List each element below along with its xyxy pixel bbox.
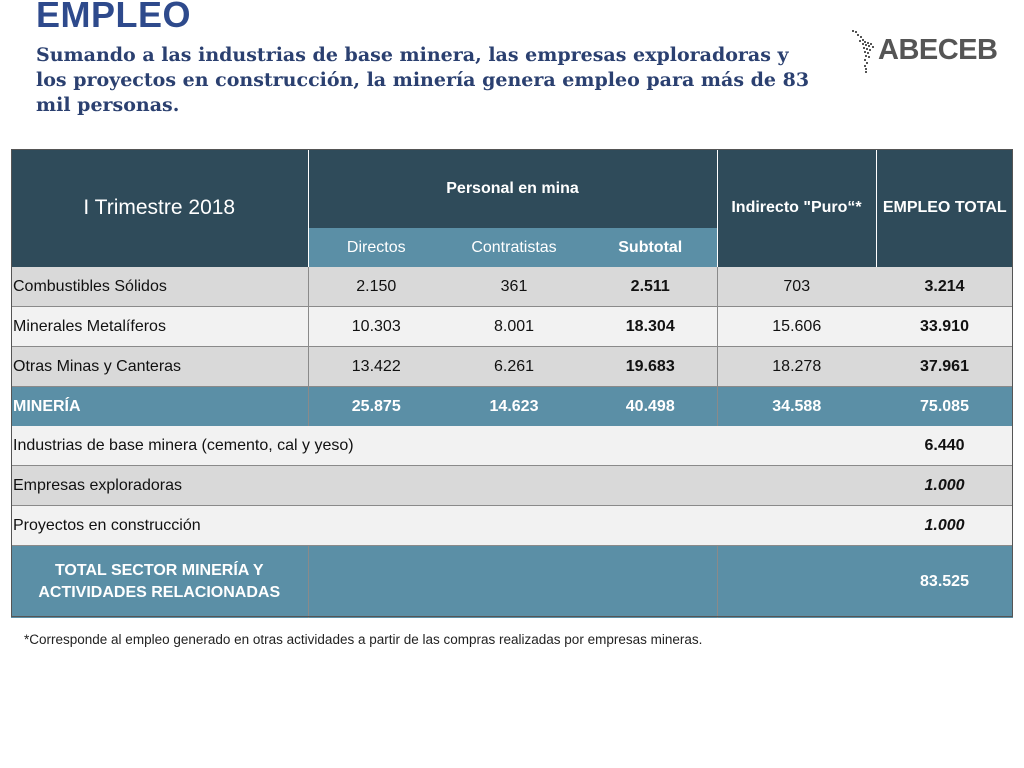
subtotal-header: Subtotal	[584, 228, 718, 267]
period-header: I Trimestre 2018	[11, 149, 309, 267]
personal-en-mina-header: Personal en mina	[308, 149, 718, 228]
indirecto-cell: 703	[717, 267, 876, 307]
total-cell: 1.000	[876, 465, 1013, 506]
row-label: Empresas exploradoras	[11, 465, 876, 506]
table-row: Industrias de base minera (cemento, cal …	[11, 426, 1013, 466]
grand-total-row: TOTAL SECTOR MINERÍA Y ACTIVIDADES RELAC…	[11, 545, 1013, 618]
contratistas-cell: 8.001	[444, 306, 584, 347]
row-label: Industrias de base minera (cemento, cal …	[11, 426, 876, 466]
row-label: Minerales Metalíferos	[11, 306, 309, 347]
directos-header: Directos	[308, 228, 444, 267]
directos-cell: 10.303	[308, 306, 444, 347]
subtotal-cell: 18.304	[584, 306, 718, 347]
contratistas-cell: 6.261	[444, 346, 584, 387]
table-row: Empresas exploradoras 1.000	[11, 465, 1013, 506]
page-subtitle: Sumando a las industrias de base minera,…	[36, 44, 810, 116]
mineria-subtotal: 40.498	[584, 386, 718, 426]
indirecto-header: Indirecto "Puro“*	[717, 149, 877, 267]
footnote: *Corresponde al empleo generado en otras…	[24, 632, 703, 647]
grand-total-value: 83.525	[876, 545, 1013, 618]
empleo-total-header: EMPLEO TOTAL	[876, 149, 1013, 267]
indirecto-cell: 15.606	[717, 306, 876, 347]
indirecto-cell: 18.278	[717, 346, 876, 387]
contratistas-cell: 361	[444, 267, 584, 307]
mineria-indirecto: 34.588	[717, 386, 876, 426]
mineria-total: 75.085	[876, 386, 1013, 426]
mineria-label: MINERÍA	[11, 386, 309, 426]
table-row: Minerales Metalíferos 10.303 8.001 18.30…	[11, 306, 1013, 347]
table-row: Combustibles Sólidos 2.150 361 2.511 703…	[11, 267, 1013, 307]
grand-total-label-line1: TOTAL SECTOR MINERÍA Y	[54, 562, 264, 579]
latin-america-map-icon	[852, 30, 874, 73]
row-label: Proyectos en construcción	[11, 505, 876, 546]
mineria-row: MINERÍA 25.875 14.623 40.498 34.588 75.0…	[11, 386, 1013, 426]
mineria-contratistas: 14.623	[444, 386, 584, 426]
contratistas-header: Contratistas	[444, 228, 584, 267]
table-row: Otras Minas y Canteras 13.422 6.261 19.6…	[11, 346, 1013, 387]
table-row: Proyectos en construcción 1.000	[11, 505, 1013, 546]
subtotal-cell: 19.683	[584, 346, 718, 387]
grand-total-label: TOTAL SECTOR MINERÍA Y ACTIVIDADES RELAC…	[11, 545, 309, 618]
employment-table: I Trimestre 2018 Personal en mina Indire…	[11, 149, 1013, 618]
total-cell: 3.214	[876, 267, 1013, 307]
grand-total-blank	[717, 545, 876, 618]
directos-cell: 13.422	[308, 346, 444, 387]
total-cell: 33.910	[876, 306, 1013, 347]
mineria-directos: 25.875	[308, 386, 444, 426]
row-label: Otras Minas y Canteras	[11, 346, 309, 387]
directos-cell: 2.150	[308, 267, 444, 307]
abeceb-logo: ABECEB	[848, 28, 998, 76]
logo-text: ABECEB	[878, 34, 998, 66]
page-title: EMPLEO	[36, 0, 192, 35]
row-label: Combustibles Sólidos	[11, 267, 309, 307]
grand-total-label-line2: ACTIVIDADES RELACIONADAS	[38, 584, 281, 601]
grand-total-blank	[308, 545, 718, 618]
total-cell: 37.961	[876, 346, 1013, 387]
total-cell: 6.440	[876, 426, 1013, 466]
total-cell: 1.000	[876, 505, 1013, 546]
subtotal-cell: 2.511	[584, 267, 718, 307]
